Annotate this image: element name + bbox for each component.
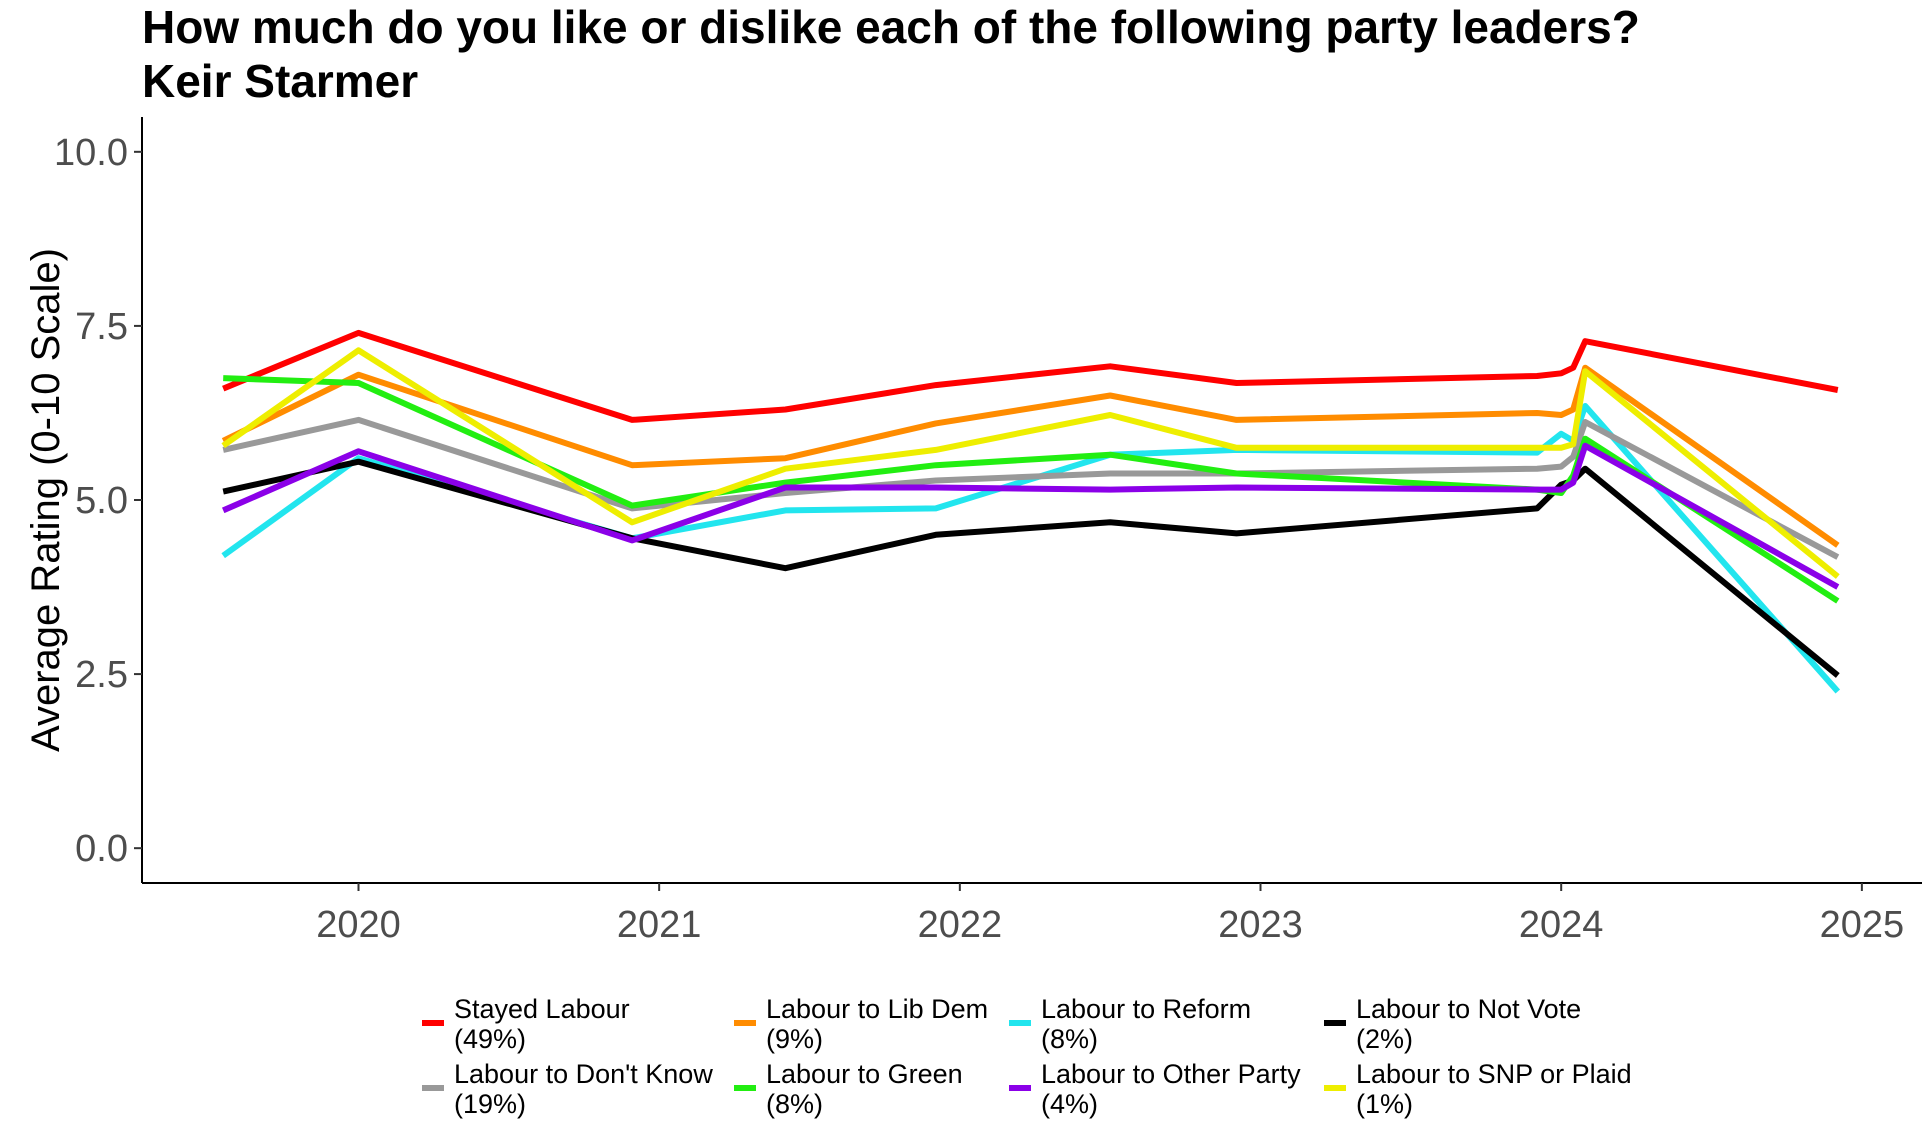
legend: Stayed Labour (49%) Labour to Lib Dem (9%) L… bbox=[422, 994, 1712, 1124]
legend-label: Labour to Lib Dem (9%) bbox=[766, 994, 988, 1054]
legend-item: Labour to Reform (8%) bbox=[1009, 994, 1251, 1054]
series-line-labour-to-other-party bbox=[221, 442, 1840, 590]
series-line-labour-to-snp-or-plaid bbox=[221, 347, 1840, 579]
x-tick-label: 2025 bbox=[1820, 904, 1905, 946]
y-tick-label: 10.0 bbox=[54, 132, 128, 174]
legend-key bbox=[1009, 1020, 1031, 1026]
series-line-labour-to-not-vote bbox=[222, 458, 1840, 678]
legend-label-share: (4%) bbox=[1041, 1089, 1099, 1119]
legend-label-share: (19%) bbox=[454, 1089, 527, 1119]
legend-label: Labour to SNP or Plaid (1%) bbox=[1356, 1059, 1632, 1119]
legend-key bbox=[734, 1020, 756, 1026]
legend-key bbox=[1324, 1085, 1346, 1091]
y-tick-label: 5.0 bbox=[75, 480, 128, 522]
legend-label: Labour to Other Party (4%) bbox=[1041, 1059, 1301, 1119]
legend-item: Labour to Not Vote (2%) bbox=[1324, 994, 1581, 1054]
x-tick-label: 2020 bbox=[316, 904, 401, 946]
x-tick-label: 2022 bbox=[918, 904, 1003, 946]
chart-subtitle: Keir Starmer bbox=[142, 55, 419, 107]
legend-label-share: (49%) bbox=[454, 1024, 527, 1054]
series-line-labour-to-lib-dem bbox=[221, 364, 1840, 548]
legend-key bbox=[422, 1020, 444, 1026]
legend-label-name: Labour to Reform bbox=[1041, 994, 1252, 1024]
line-chart: 0.0 2.5 5.0 7.5 10.0 2020 2021 2022 2023 2024 2025 bbox=[54, 117, 1922, 946]
legend-key bbox=[1009, 1085, 1031, 1091]
legend-label-share: (8%) bbox=[1041, 1024, 1099, 1054]
legend-label: Labour to Green (8%) bbox=[766, 1059, 963, 1119]
legend-label: Labour to Not Vote (2%) bbox=[1356, 994, 1581, 1054]
x-tick-label: 2021 bbox=[617, 904, 702, 946]
x-tick-label: 2023 bbox=[1218, 904, 1303, 946]
chart-title: How much do you like or dislike each of … bbox=[142, 0, 1640, 108]
legend-label-name: Labour to Other Party bbox=[1041, 1059, 1301, 1089]
legend-label: Labour to Reform (8%) bbox=[1041, 994, 1251, 1054]
legend-key bbox=[1324, 1020, 1346, 1026]
legend-label-share: (1%) bbox=[1356, 1089, 1414, 1119]
legend-item: Labour to Green (8%) bbox=[734, 1059, 963, 1119]
legend-label-name: Stayed Labour bbox=[454, 994, 630, 1024]
legend-label-name: Labour to SNP or Plaid bbox=[1356, 1059, 1632, 1089]
legend-label-share: (9%) bbox=[766, 1024, 824, 1054]
legend-label-share: (8%) bbox=[766, 1089, 824, 1119]
series-line-stayed-labour bbox=[222, 329, 1839, 423]
legend-label: Stayed Labour (49%) bbox=[454, 994, 630, 1054]
chart-title-line: How much do you like or dislike each of … bbox=[142, 1, 1640, 53]
legend-label-share: (2%) bbox=[1356, 1024, 1414, 1054]
legend-item: Labour to Lib Dem (9%) bbox=[734, 994, 988, 1054]
legend-label: Labour to Don't Know (19%) bbox=[454, 1059, 713, 1119]
legend-item: Labour to SNP or Plaid (1%) bbox=[1324, 1059, 1632, 1119]
y-tick-label: 0.0 bbox=[75, 828, 128, 870]
legend-item: Labour to Other Party (4%) bbox=[1009, 1059, 1301, 1119]
x-tick-label: 2024 bbox=[1519, 904, 1604, 946]
y-tick-label: 2.5 bbox=[75, 654, 128, 696]
legend-item: Labour to Don't Know (19%) bbox=[422, 1059, 713, 1119]
legend-label-name: Labour to Lib Dem bbox=[766, 994, 989, 1024]
legend-item: Stayed Labour (49%) bbox=[422, 994, 630, 1054]
legend-label-name: Labour to Green bbox=[766, 1059, 963, 1089]
legend-label-name: Labour to Don't Know bbox=[454, 1059, 713, 1089]
y-tick-label: 7.5 bbox=[75, 306, 128, 348]
legend-key bbox=[734, 1085, 756, 1091]
legend-key bbox=[422, 1085, 444, 1091]
legend-label-name: Labour to Not Vote bbox=[1356, 994, 1582, 1024]
